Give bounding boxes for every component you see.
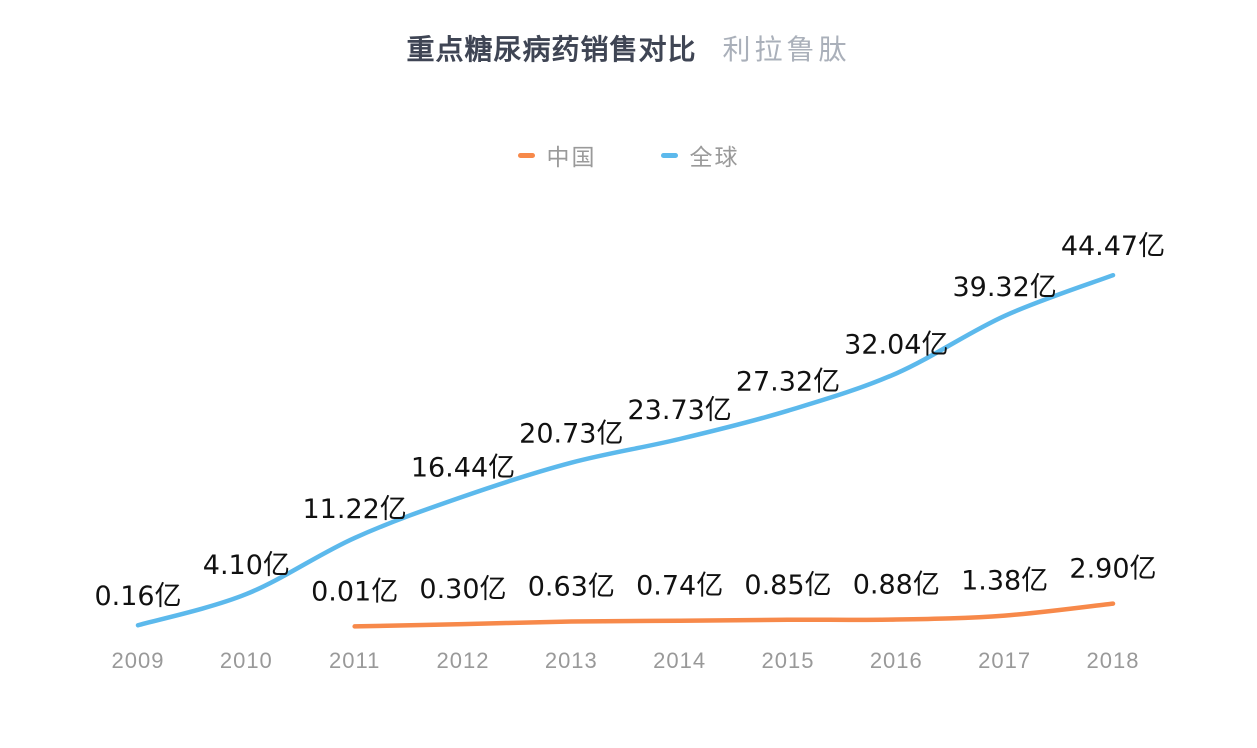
- data-label: 0.63亿: [528, 572, 615, 603]
- data-label: 0.01亿: [311, 576, 398, 607]
- data-label: 2.90亿: [1069, 554, 1156, 585]
- global-series-marker-icon: [660, 152, 678, 158]
- data-label: 23.73亿: [628, 395, 732, 426]
- legend-item-china[interactable]: 中国: [517, 138, 597, 172]
- chart-header: 重点糖尿病药销售对比 利拉鲁肽: [0, 28, 1257, 68]
- data-label: 0.88亿: [853, 570, 940, 601]
- data-label: 0.16亿: [94, 581, 181, 612]
- chart-title: 重点糖尿病药销售对比: [406, 34, 697, 65]
- data-label: 32.04亿: [844, 329, 948, 360]
- data-label: 39.32亿: [952, 272, 1056, 303]
- series-line-全球: [135, 272, 1116, 628]
- chart-subtitle: 利拉鲁肽: [722, 34, 851, 65]
- data-label: 0.85亿: [744, 570, 831, 601]
- data-label: 44.47亿: [1061, 231, 1165, 262]
- data-label: 0.74亿: [636, 571, 723, 602]
- data-label: 4.10亿: [203, 550, 290, 581]
- china-series-marker-icon: [517, 152, 535, 158]
- chart-legend: 中国 全球: [0, 138, 1257, 172]
- legend-item-global[interactable]: 全球: [660, 138, 740, 172]
- legend-label-china: 中国: [546, 144, 597, 170]
- data-label: 27.32亿: [736, 367, 840, 398]
- series-line-中国: [352, 601, 1116, 629]
- data-label: 20.73亿: [519, 419, 623, 450]
- data-label: 0.30亿: [419, 574, 506, 605]
- legend-label-global: 全球: [689, 144, 740, 170]
- data-label: 1.38亿: [961, 566, 1048, 597]
- data-label: 16.44亿: [411, 453, 515, 484]
- data-label: 11.22亿: [303, 494, 407, 525]
